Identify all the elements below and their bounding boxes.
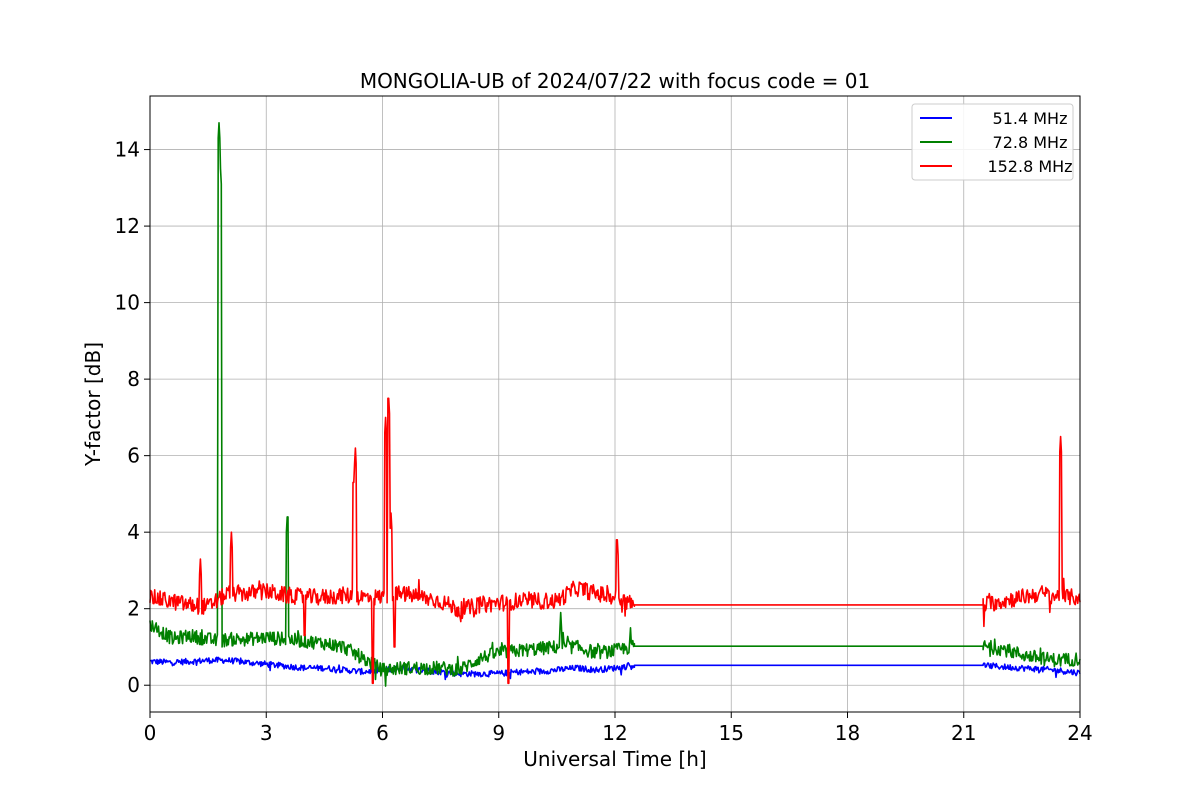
y-axis-label: Y-factor [dB] bbox=[81, 342, 105, 467]
x-axis-label: Universal Time [h] bbox=[523, 747, 706, 771]
x-tick-label: 15 bbox=[719, 721, 744, 745]
y-tick-label: 14 bbox=[115, 138, 140, 162]
legend: 51.4 MHz 72.8 MHz 152.8 MHz bbox=[911, 103, 1074, 181]
series-line-72-8-mhz bbox=[149, 122, 1081, 687]
chart-title: MONGOLIA-UB of 2024/07/22 with focus cod… bbox=[360, 69, 870, 93]
legend-box bbox=[911, 103, 1074, 181]
legend-entry: 51.4 MHz bbox=[993, 109, 1068, 128]
x-tick-label: 24 bbox=[1067, 721, 1092, 745]
legend-entry: 152.8 MHz bbox=[987, 157, 1072, 176]
y-tick-label: 2 bbox=[127, 597, 140, 621]
x-tick-label: 12 bbox=[602, 721, 627, 745]
legend-entry: 72.8 MHz bbox=[993, 133, 1068, 152]
y-tick-label: 10 bbox=[115, 291, 140, 315]
y-tick-label: 12 bbox=[115, 214, 140, 238]
y-tick-label: 8 bbox=[127, 367, 140, 391]
y-tick-label: 4 bbox=[127, 520, 140, 544]
y-tick-label: 6 bbox=[127, 444, 140, 468]
x-tick-label: 9 bbox=[492, 721, 505, 745]
x-tick-label: 6 bbox=[376, 721, 389, 745]
series-group bbox=[149, 122, 1081, 687]
x-tick-label: 0 bbox=[144, 721, 157, 745]
x-tick-label: 21 bbox=[951, 721, 976, 745]
y-tick-label: 0 bbox=[127, 673, 140, 697]
series-line-152-8-mhz bbox=[149, 397, 1081, 685]
x-tick-label: 18 bbox=[835, 721, 860, 745]
x-tick-label: 3 bbox=[260, 721, 273, 745]
series-line-51-4-mhz bbox=[149, 656, 1081, 681]
